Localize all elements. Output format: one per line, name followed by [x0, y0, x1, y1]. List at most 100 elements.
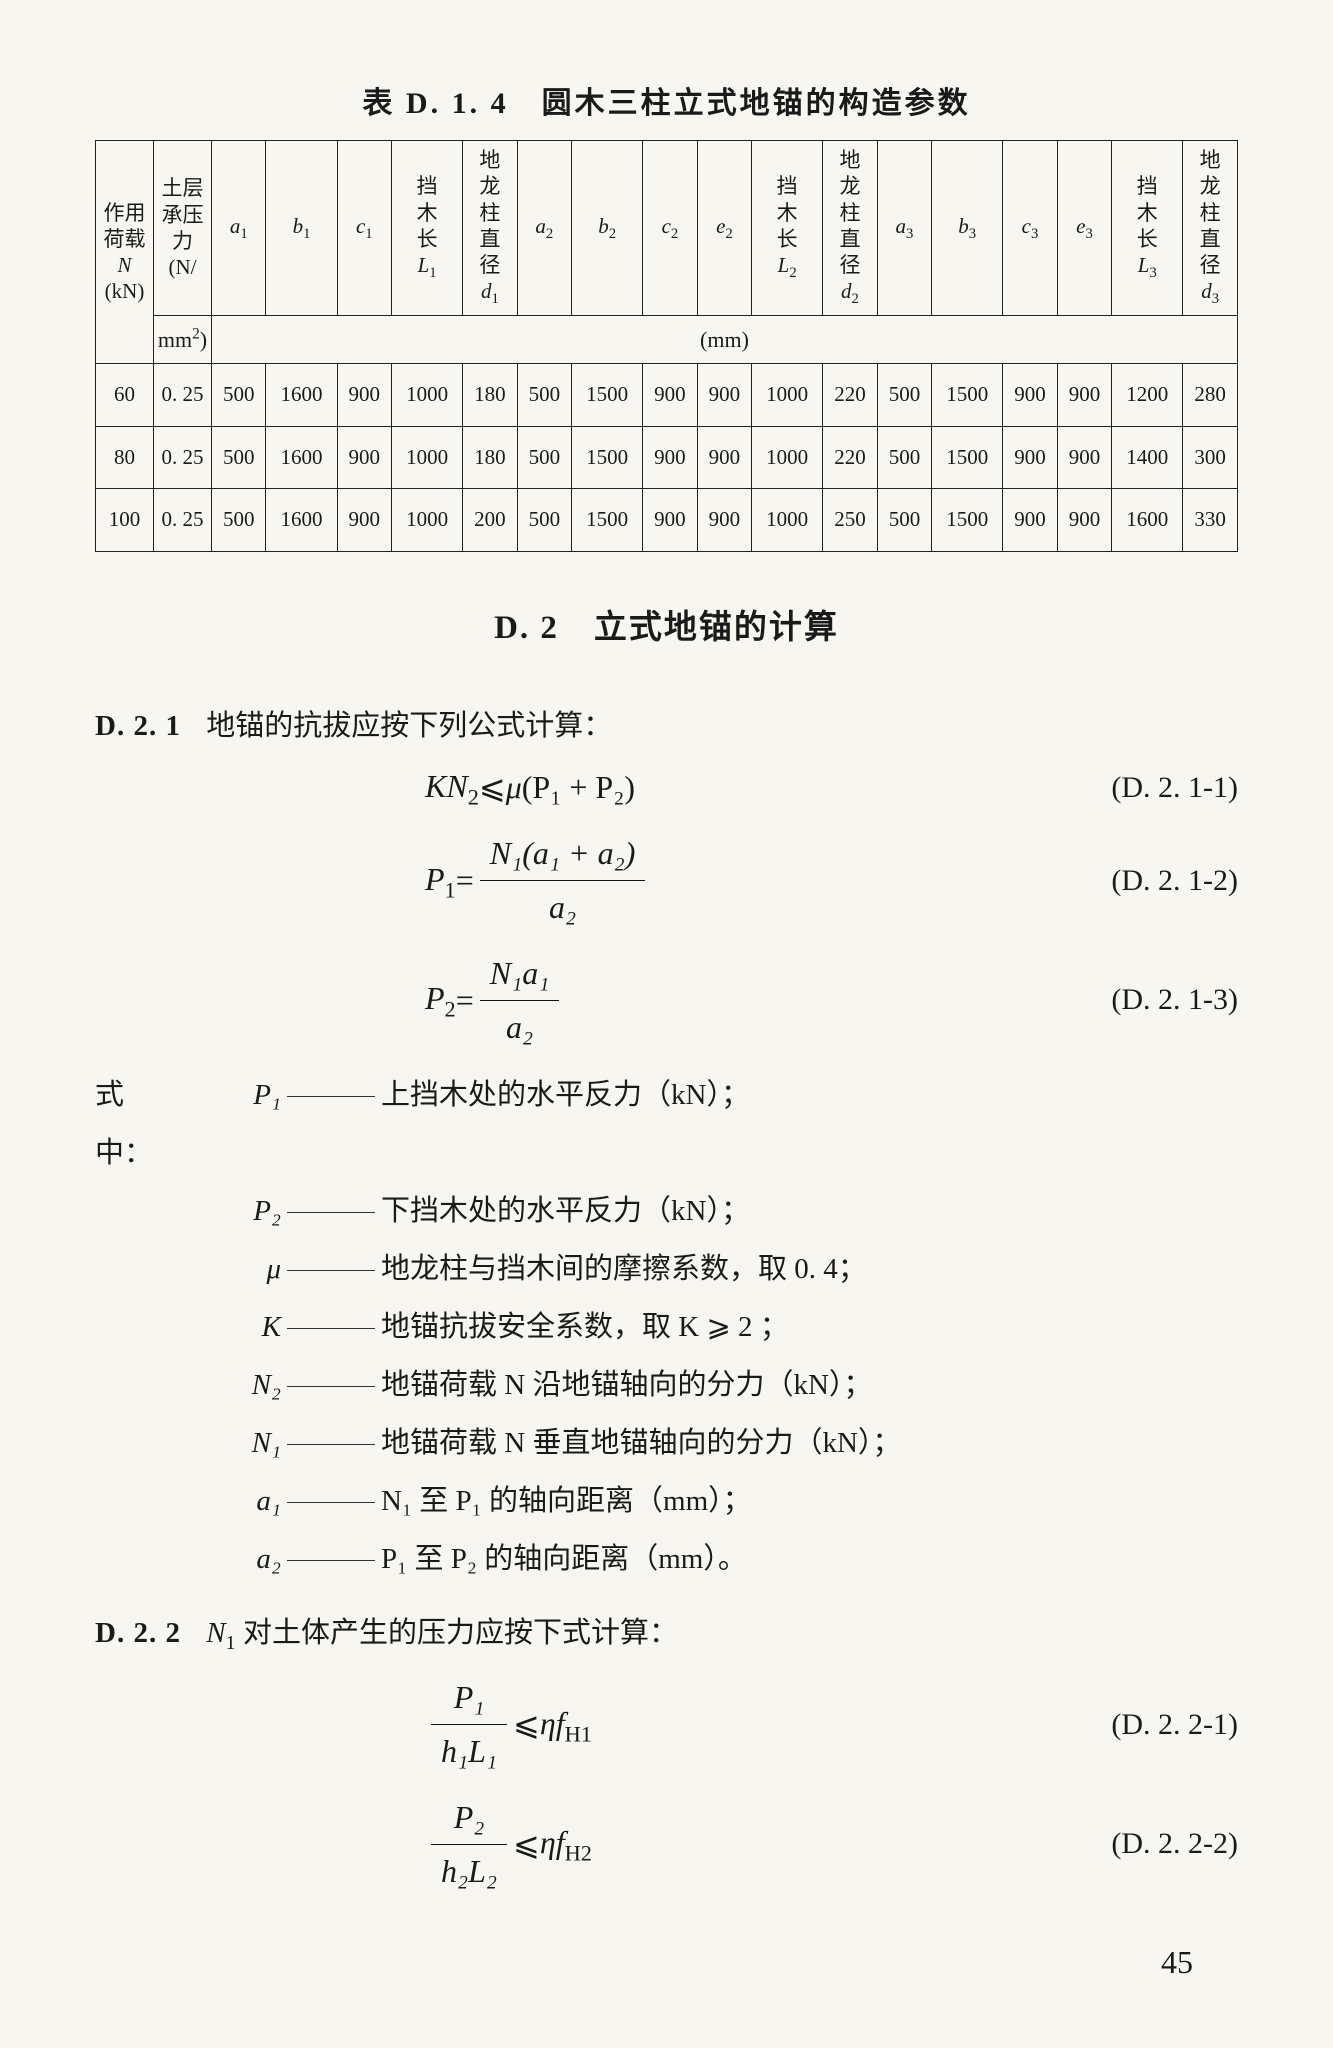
- clause-d22-num: D. 2. 2: [95, 1617, 181, 1649]
- table-cell: 1500: [572, 489, 643, 552]
- table-cell: 500: [877, 364, 931, 427]
- hdr-b1: b1: [266, 141, 337, 316]
- table-cell: 900: [643, 364, 697, 427]
- table-cell: 180: [463, 364, 517, 427]
- table-cell: 900: [1003, 426, 1057, 489]
- definition-dash: [287, 1444, 375, 1445]
- clause-d21-text: 地锚的抗拔应按下列公式计算：: [206, 710, 612, 742]
- table-cell: 900: [1057, 426, 1111, 489]
- table-cell: 900: [697, 489, 751, 552]
- table-cell: 500: [877, 426, 931, 489]
- hdr-L3: 挡木长L3: [1112, 141, 1183, 316]
- hdr-a3: a3: [877, 141, 931, 316]
- table-cell: 500: [517, 364, 571, 427]
- table-cell: 500: [517, 426, 571, 489]
- definition-dash: [287, 1212, 375, 1213]
- definition-text: 下挡木处的水平反力（kN）；: [381, 1182, 750, 1240]
- table-cell: 1000: [752, 489, 823, 552]
- definition-row: a₂ P₁ 至 P₂ 的轴向距离（mm）。: [95, 1530, 1238, 1588]
- definition-row: 式中：P₁上挡木处的水平反力（kN）；: [95, 1066, 1238, 1182]
- hdr-d1: 地龙柱直径d1: [463, 141, 517, 316]
- table-cell: 0. 25: [154, 364, 212, 427]
- table-cell: 900: [643, 489, 697, 552]
- table-cell: 900: [1003, 364, 1057, 427]
- hdr-load: 作用荷载N(kN): [96, 141, 154, 364]
- table-cell: 500: [212, 426, 266, 489]
- table-row: 600. 25500160090010001805001500900900100…: [96, 364, 1238, 427]
- hdr-a2: a2: [517, 141, 571, 316]
- table-cell: 1000: [392, 364, 463, 427]
- parameters-table: 作用荷载N(kN) 土层承压力(N/ a1 b1 c1 挡木长L1 地龙柱直径d…: [95, 140, 1238, 552]
- table-cell: 200: [463, 489, 517, 552]
- definition-row: a₁N₁ 至 P₁ 的轴向距离（mm）；: [95, 1472, 1238, 1530]
- table-cell: 1500: [572, 426, 643, 489]
- equation-d222: P₂h₂L₂ ⩽ ηfH2 (D. 2. 2-2): [95, 1791, 1238, 1898]
- table-cell: 900: [697, 364, 751, 427]
- hdr-c3: c3: [1003, 141, 1057, 316]
- table-cell: 900: [697, 426, 751, 489]
- hdr-pressure-unit: mm2): [154, 315, 212, 363]
- equation-d213: P2 = N₁a₁a₂ (D. 2. 1-3): [95, 947, 1238, 1054]
- definition-dash: [287, 1096, 375, 1097]
- table-cell: 1500: [932, 364, 1003, 427]
- definition-symbol: N₁: [187, 1414, 287, 1472]
- definition-text: 地锚荷载 N 垂直地锚轴向的分力（kN）；: [381, 1414, 901, 1472]
- table-cell: 220: [823, 364, 877, 427]
- clause-d22: D. 2. 2 N1 N₁ 对土体产生的压力应按下式计算：对土体产生的压力应按下…: [95, 1610, 1238, 1659]
- definition-text: 上挡木处的水平反力（kN）；: [381, 1066, 750, 1124]
- table-cell: 1000: [392, 426, 463, 489]
- table-cell: 1200: [1112, 364, 1183, 427]
- table-cell: 0. 25: [154, 489, 212, 552]
- table-cell: 1600: [1112, 489, 1183, 552]
- clause-d21: D. 2. 1 地锚的抗拔应按下列公式计算：: [95, 703, 1238, 749]
- definition-symbol: K: [187, 1298, 287, 1356]
- table-cell: 60: [96, 364, 154, 427]
- table-cell: 1400: [1112, 426, 1183, 489]
- table-cell: 1600: [266, 364, 337, 427]
- definition-row: P₂ 下挡木处的水平反力（kN）；: [95, 1182, 1238, 1240]
- hdr-d3: 地龙柱直径d3: [1183, 141, 1238, 316]
- definition-text: 地锚荷载 N 沿地锚轴向的分力（kN）；: [381, 1356, 872, 1414]
- definition-text: N₁ 至 P₁ 的轴向距离（mm）；: [381, 1472, 752, 1530]
- table-cell: 500: [212, 364, 266, 427]
- table-cell: 1500: [932, 426, 1003, 489]
- hdr-c1: c1: [337, 141, 391, 316]
- definition-dash: [287, 1502, 375, 1503]
- hdr-a1: a1: [212, 141, 266, 316]
- table-cell: 330: [1183, 489, 1238, 552]
- definition-row: N₂ 地锚荷载 N 沿地锚轴向的分力（kN）；: [95, 1356, 1238, 1414]
- equation-d213-tag: (D. 2. 1-3): [1111, 976, 1238, 1024]
- equation-d212-tag: (D. 2. 1-2): [1111, 857, 1238, 905]
- definition-text: 地龙柱与挡木间的摩擦系数，取 0. 4；: [381, 1240, 867, 1298]
- table-cell: 500: [517, 489, 571, 552]
- page-number: 45: [1161, 1937, 1193, 1988]
- table-cell: 180: [463, 426, 517, 489]
- table-cell: 900: [337, 489, 391, 552]
- definition-symbol: P₁: [187, 1066, 287, 1124]
- section-title: D. 2 立式地锚的计算: [95, 602, 1238, 655]
- definition-dash: [287, 1270, 375, 1271]
- definition-symbol: μ: [187, 1240, 287, 1298]
- hdr-c2: c2: [643, 141, 697, 316]
- definition-text: P₁ 至 P₂ 的轴向距离（mm）。: [381, 1530, 747, 1588]
- table-cell: 900: [1057, 489, 1111, 552]
- table-cell: 220: [823, 426, 877, 489]
- definition-symbol: P₂: [187, 1182, 287, 1240]
- hdr-b2: b2: [572, 141, 643, 316]
- definition-symbol: a₂: [187, 1530, 287, 1588]
- table-cell: 900: [1003, 489, 1057, 552]
- hdr-e3: e3: [1057, 141, 1111, 316]
- table-cell: 500: [877, 489, 931, 552]
- equation-d222-tag: (D. 2. 2-2): [1111, 1820, 1238, 1868]
- table-cell: 1000: [392, 489, 463, 552]
- table-cell: 0. 25: [154, 426, 212, 489]
- table-cell: 1500: [932, 489, 1003, 552]
- table-cell: 900: [1057, 364, 1111, 427]
- equation-d212: P1 = N₁(a₁ + a₂)a₂ (D. 2. 1-2): [95, 827, 1238, 934]
- table-cell: 1600: [266, 489, 337, 552]
- definition-symbol: N₂: [187, 1356, 287, 1414]
- table-cell: 1000: [752, 426, 823, 489]
- definition-dash: [287, 1560, 375, 1561]
- table-cell: 1500: [572, 364, 643, 427]
- table-cell: 300: [1183, 426, 1238, 489]
